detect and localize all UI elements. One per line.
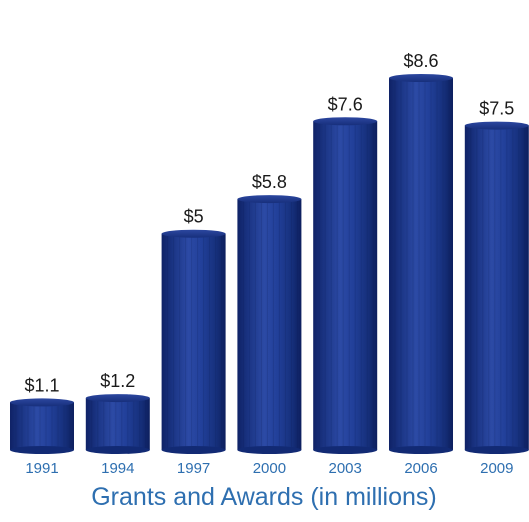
category-labels-group: 1991 1994 1997 2000 2003 2006 2009 — [25, 460, 513, 477]
bar-base — [10, 446, 74, 454]
bar-body — [464, 125, 529, 451]
bar-cap — [313, 117, 378, 126]
bar-body — [389, 78, 453, 450]
category-label: 1991 — [25, 460, 58, 477]
bar-cap — [85, 394, 150, 403]
category-label: 2003 — [329, 460, 362, 477]
value-labels-group: $1.1 $1.2 $5 $5.8 $7.6 $8.6 $7.5 — [24, 51, 514, 395]
category-label: 1997 — [177, 460, 210, 477]
bar-cap — [237, 195, 302, 204]
bar-body — [10, 402, 74, 450]
chart-title: Grants and Awards (in millions) — [91, 483, 437, 511]
bar-base — [161, 446, 226, 454]
category-label: 2009 — [480, 460, 513, 477]
bar-body — [85, 398, 150, 450]
bar-body — [161, 233, 226, 450]
bar-base — [464, 446, 529, 454]
bar-2006 — [389, 74, 453, 454]
value-label: $1.1 — [24, 375, 59, 395]
value-label: $1.2 — [100, 371, 135, 391]
value-label: $7.6 — [328, 94, 363, 114]
bar-2000 — [237, 195, 302, 454]
bar-cap — [464, 121, 529, 130]
category-label: 1994 — [101, 460, 134, 477]
bars-group — [10, 74, 529, 454]
value-label: $7.5 — [479, 99, 514, 119]
value-label: $5 — [184, 207, 204, 227]
category-label: 2000 — [253, 460, 286, 477]
category-label: 2006 — [404, 460, 437, 477]
bar-1991 — [10, 398, 74, 454]
bar-cap — [161, 229, 226, 238]
bar-body — [313, 121, 378, 451]
value-label: $5.8 — [252, 172, 287, 192]
bar-2009 — [464, 121, 529, 454]
bar-cap — [389, 74, 453, 82]
bar-body — [237, 199, 302, 450]
bar-1994 — [85, 394, 150, 454]
bar-1997 — [161, 229, 226, 454]
bar-2003 — [313, 117, 378, 454]
bar-cap — [10, 398, 74, 407]
bar-base — [237, 446, 302, 454]
bar-base — [389, 446, 453, 454]
value-label: $8.6 — [403, 51, 438, 71]
bar-base — [85, 446, 150, 454]
bar-base — [313, 446, 378, 454]
